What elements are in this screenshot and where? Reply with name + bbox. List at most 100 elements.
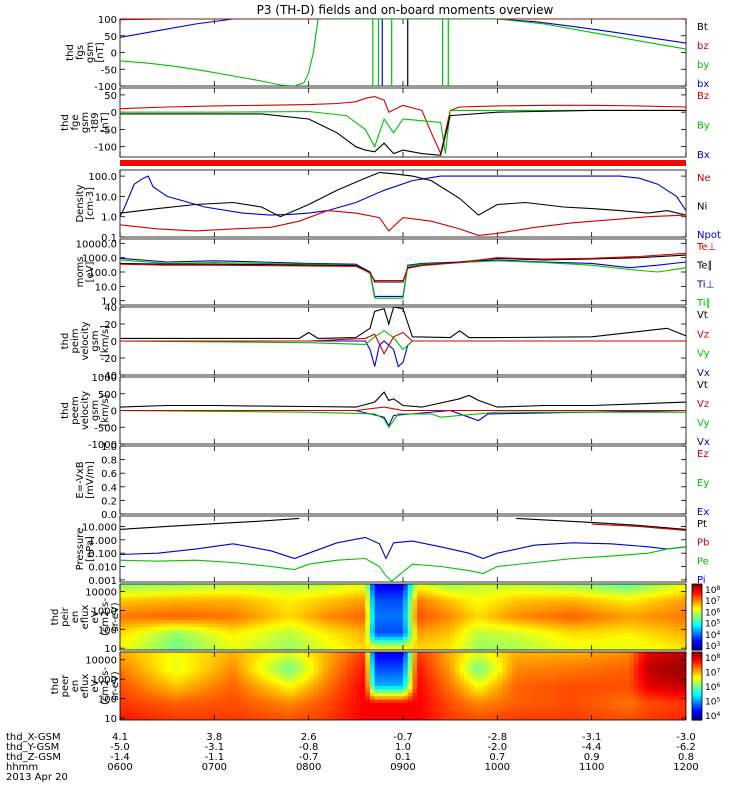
spectrogram-cell bbox=[601, 699, 607, 704]
spectrogram-cell bbox=[261, 607, 267, 611]
spectrogram-cell bbox=[346, 607, 352, 611]
spectrogram-cell bbox=[162, 646, 168, 650]
spectrogram-cell bbox=[539, 587, 546, 592]
spectrogram-cell bbox=[445, 617, 451, 621]
spectrogram-cell bbox=[478, 607, 484, 611]
spectrogram-cell bbox=[261, 682, 267, 687]
spectrogram-cell bbox=[388, 689, 395, 694]
spectrogram-cell bbox=[209, 696, 215, 701]
y-tick-label: 1.0 bbox=[101, 213, 117, 224]
colorbar-cell bbox=[692, 645, 702, 648]
spectrogram-cell bbox=[223, 658, 230, 663]
spectrogram-cell bbox=[544, 587, 550, 592]
spectrogram-cell bbox=[563, 652, 569, 656]
spectrogram-cell bbox=[200, 672, 206, 677]
spectrogram-cell bbox=[464, 636, 470, 641]
spectrogram-cell bbox=[143, 630, 149, 635]
spectrogram-cell bbox=[596, 603, 602, 608]
spectrogram-cell bbox=[624, 607, 630, 611]
spectrogram-cell bbox=[615, 636, 621, 641]
spectrogram-cell bbox=[237, 699, 244, 704]
spectrogram-cell bbox=[120, 623, 126, 628]
spectrogram-cell bbox=[143, 658, 149, 663]
spectrogram-cell bbox=[648, 587, 654, 592]
spectrogram-cell bbox=[322, 686, 329, 690]
spectrogram-cell bbox=[615, 696, 621, 701]
spectrogram-cell bbox=[619, 682, 626, 687]
spectrogram-cell bbox=[497, 633, 503, 638]
spectrogram-cell bbox=[351, 607, 357, 611]
spectrogram-cell bbox=[285, 584, 291, 588]
spectrogram-cell bbox=[421, 675, 428, 680]
spectrogram-cell bbox=[322, 590, 329, 595]
series-line bbox=[120, 175, 686, 217]
spectrogram-cell bbox=[388, 655, 395, 660]
spectrogram-cell bbox=[289, 623, 296, 628]
spectrogram-cell bbox=[228, 689, 234, 694]
spectrogram-cell bbox=[436, 699, 442, 704]
spectrogram-cell bbox=[148, 633, 154, 638]
spectrogram-cell bbox=[181, 593, 187, 598]
spectrogram-cell bbox=[303, 584, 310, 588]
spectrogram-cell bbox=[327, 587, 333, 592]
spectrogram-cell bbox=[134, 709, 140, 714]
spectrogram-cell bbox=[313, 679, 319, 684]
spectrogram-cell bbox=[252, 617, 258, 621]
spectrogram-cell bbox=[454, 630, 461, 635]
spectrogram-cell bbox=[346, 630, 352, 635]
spectrogram-cell bbox=[610, 613, 616, 618]
spectrogram-cell bbox=[341, 713, 347, 718]
spectrogram-cell bbox=[299, 669, 305, 673]
spectrogram-cell bbox=[511, 600, 517, 605]
spectrogram-cell bbox=[676, 636, 682, 641]
spectrogram-cell bbox=[223, 603, 230, 608]
spectrogram-cell bbox=[124, 669, 131, 673]
spectrogram-cell bbox=[129, 706, 135, 711]
spectrogram-cell bbox=[610, 662, 616, 667]
colorbar-cell bbox=[692, 603, 702, 607]
spectrogram-cell bbox=[407, 646, 414, 650]
spectrogram-cell bbox=[629, 603, 635, 608]
spectrogram-cell bbox=[421, 643, 428, 648]
spectrogram-cell bbox=[535, 623, 541, 628]
spectrogram-cell bbox=[219, 607, 225, 611]
spectrogram-cell bbox=[681, 603, 686, 608]
spectrogram-cell bbox=[568, 655, 574, 660]
spectrogram-cell bbox=[346, 584, 352, 588]
spectrogram-cell bbox=[450, 600, 456, 605]
spectrogram-cell bbox=[393, 652, 399, 656]
spectrogram-cell bbox=[407, 669, 414, 673]
spectrogram-cell bbox=[204, 716, 211, 720]
spectrogram-cell bbox=[619, 626, 626, 631]
spectrogram-cell bbox=[454, 626, 461, 631]
spectrogram-cell bbox=[577, 630, 583, 635]
spectrogram-cell bbox=[539, 672, 546, 677]
spectrogram-cell bbox=[638, 607, 645, 611]
legend-entry: Vy bbox=[697, 418, 710, 429]
spectrogram-cell bbox=[384, 699, 390, 704]
spectrogram-cell bbox=[483, 613, 489, 618]
spectrogram-cell bbox=[162, 686, 168, 690]
spectrogram-cell bbox=[407, 584, 414, 588]
spectrogram-cell bbox=[261, 620, 267, 625]
spectrogram-cell bbox=[360, 630, 366, 635]
spectrogram-cell bbox=[407, 640, 414, 644]
spectrogram-cell bbox=[365, 640, 371, 644]
spectrogram-cell bbox=[388, 633, 395, 638]
spectrogram-cell bbox=[478, 706, 484, 711]
spectrogram-cell bbox=[242, 692, 248, 697]
spectrogram-cell bbox=[360, 662, 366, 667]
spectrogram-cell bbox=[200, 613, 206, 618]
spectrogram-cell bbox=[365, 692, 371, 697]
spectrogram-cell bbox=[219, 652, 225, 656]
spectrogram-cell bbox=[502, 607, 508, 611]
spectrogram-cell bbox=[332, 610, 338, 615]
spectrogram-cell bbox=[280, 584, 286, 588]
spectrogram-cell bbox=[190, 620, 197, 625]
spectrogram-cell bbox=[450, 630, 456, 635]
spectrogram-cell bbox=[252, 716, 258, 720]
spectrogram-cell bbox=[129, 603, 135, 608]
spectrogram-cell bbox=[171, 706, 178, 711]
spectrogram-cell bbox=[412, 623, 418, 628]
spectrogram-cell bbox=[247, 617, 253, 621]
